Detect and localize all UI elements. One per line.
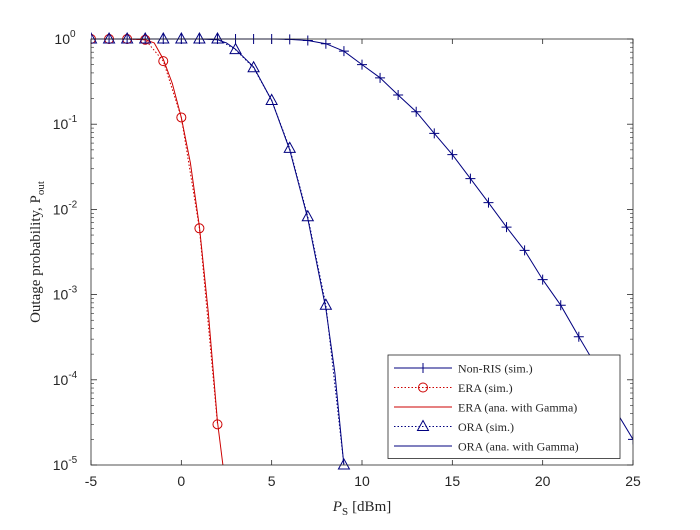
x-tick-label: 0	[177, 473, 185, 489]
data-point	[555, 300, 566, 311]
data-point	[174, 31, 188, 44]
data-point	[628, 434, 633, 445]
data-point	[211, 31, 224, 44]
y-axis-label: Outage probability, Pout	[28, 181, 47, 323]
data-point	[229, 42, 242, 55]
data-point	[429, 128, 440, 139]
legend-entry-label: ORA (ana. with Gamma)	[458, 440, 579, 454]
data-point	[120, 31, 134, 44]
data-point	[265, 93, 279, 105]
x-axis-label-main: P	[332, 499, 342, 515]
legend-entry-label: ERA (sim.)	[458, 381, 513, 395]
data-point	[91, 31, 98, 44]
data-point	[176, 112, 187, 123]
data-point	[158, 56, 169, 67]
legend-entry-label: Non-RIS (sim.)	[458, 362, 533, 376]
data-point	[338, 46, 349, 57]
x-tick-label: 20	[535, 473, 551, 489]
legend-entry-label: ORA (sim.)	[458, 420, 514, 434]
tick-labels: -5 0 5 10 15 20 25 100 10-1 10-2 10-3 10-4 10-5	[53, 29, 641, 489]
y-tick-label: 10-1	[53, 114, 78, 132]
axis-ticks	[90, 38, 634, 466]
y-axis-label-main: Outage probability, P	[28, 195, 44, 323]
x-tick-label: 15	[445, 473, 461, 489]
y-tick-label: 10-3	[53, 285, 78, 303]
y-axis-label-sub: out	[35, 181, 47, 195]
data-point	[573, 331, 584, 342]
x-tick-label: 25	[625, 473, 641, 489]
data-point	[357, 59, 367, 70]
x-axis-label-sub: S	[342, 506, 348, 518]
data-point	[375, 72, 386, 83]
plot-frame	[90, 38, 634, 466]
y-tick-label: 10-2	[53, 199, 78, 217]
y-tick-label: 100	[54, 29, 76, 47]
data-point	[302, 35, 313, 46]
legend: Non-RIS (sim.) ERA (sim.) ERA (ana. with G…	[387, 354, 621, 459]
data-point	[447, 149, 458, 160]
data-point	[501, 222, 512, 233]
legend-marker	[418, 363, 428, 373]
data-point	[247, 60, 260, 73]
x-tick-label: 10	[354, 473, 370, 489]
data-point	[283, 141, 297, 153]
data-point	[193, 31, 206, 44]
x-axis-label: PS [dBm]	[332, 499, 391, 518]
data-point	[138, 31, 152, 44]
x-tick-label: -5	[85, 473, 98, 489]
data-point	[102, 31, 116, 44]
x-tick-label: 5	[268, 473, 276, 489]
data-point	[483, 197, 494, 208]
x-axis-label-unit: [dBm]	[352, 499, 391, 515]
data-point	[465, 173, 476, 184]
y-tick-label: 10-5	[53, 455, 78, 473]
data-point	[411, 106, 422, 117]
data-point	[393, 90, 404, 101]
data-point	[519, 245, 530, 256]
legend-entry-label: ERA (ana. with Gamma)	[458, 401, 577, 415]
data-point	[337, 457, 351, 470]
legend-marker	[418, 382, 428, 393]
data-point	[320, 38, 331, 49]
data-point	[537, 274, 548, 285]
y-tick-label: 10-4	[53, 370, 78, 388]
legend-marker	[416, 419, 430, 431]
data-point	[156, 31, 170, 44]
